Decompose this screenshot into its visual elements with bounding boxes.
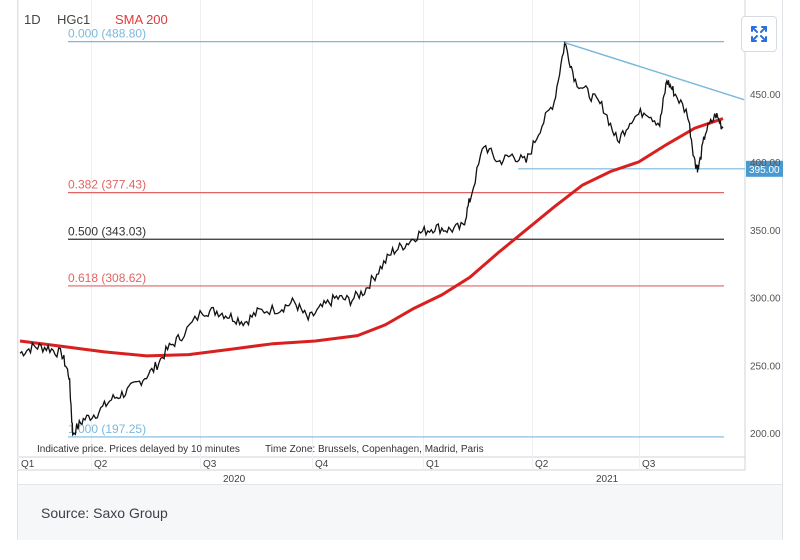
sma200-line [19, 117, 724, 358]
chart-footer: Source: Saxo Group [18, 484, 782, 540]
interval-label[interactable]: 1D [24, 12, 41, 27]
indicator-label[interactable]: SMA 200 [115, 12, 168, 27]
expand-icon [751, 26, 767, 42]
support-price-tag [746, 160, 783, 177]
x-quarter-label: Q1 [21, 459, 35, 470]
x-quarter-label: Q3 [642, 459, 656, 470]
fib-level-label: 0.000 (488.80) [68, 27, 146, 41]
chart-area: 0.000 (488.80) 0.382 (377.43) 0.500 (343.0… [18, 0, 784, 485]
fib-level-label: 0.500 (343.03) [68, 224, 146, 238]
fib-level-label: 0.618 (308.62) [68, 271, 146, 285]
fib-level-label: 0.382 (377.43) [68, 178, 146, 192]
price-series [19, 41, 724, 437]
y-tick-label: 400.00 [750, 158, 781, 169]
y-tick-label: 300.00 [750, 294, 781, 305]
price-chart: 0.000 (488.80) 0.382 (377.43) 0.500 (343.0… [18, 0, 783, 485]
y-tick-label: 250.00 [750, 361, 781, 372]
x-year-label: 2021 [596, 474, 619, 484]
y-tick-label: 350.00 [750, 226, 781, 237]
support-price-label: 395.00 [749, 165, 780, 176]
chart-card: 0.000 (488.80) 0.382 (377.43) 0.500 (343.0… [17, 0, 783, 540]
symbol-label[interactable]: HGc1 [57, 12, 90, 27]
x-year-label: 2020 [223, 474, 246, 484]
x-quarter-label: Q3 [203, 459, 217, 470]
y-tick-label: 200.00 [750, 429, 781, 440]
resistance-trendline [564, 41, 745, 101]
delay-notice: Indicative price. Prices delayed by 10 m… [37, 444, 240, 455]
x-quarter-label: Q4 [315, 459, 329, 470]
expand-button[interactable] [741, 16, 777, 52]
x-quarter-label: Q2 [94, 459, 108, 470]
fib-level-label: 1.000 (197.25) [68, 422, 146, 436]
source-credit: Source: Saxo Group [41, 505, 168, 521]
timezone-notice: Time Zone: Brussels, Copenhagen, Madrid,… [265, 444, 484, 455]
y-tick-label: 450.00 [750, 90, 781, 101]
x-quarter-label: Q1 [426, 459, 440, 470]
x-quarter-label: Q2 [535, 459, 549, 470]
